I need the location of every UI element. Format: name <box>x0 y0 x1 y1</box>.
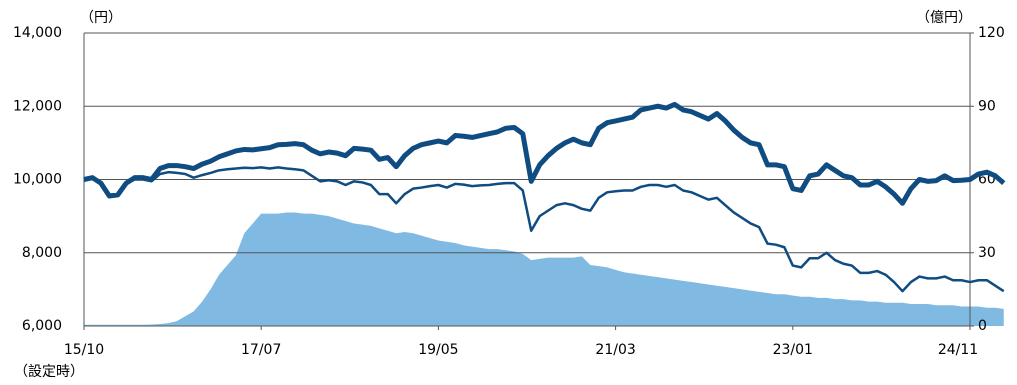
y2-tick-label: 30 <box>978 245 996 261</box>
y2-tick-label: 120 <box>978 25 1005 41</box>
area <box>84 212 1004 326</box>
y-tick-label: 14,000 <box>13 25 62 41</box>
y-tick-label: 10,000 <box>13 172 62 188</box>
x-tick-label: 19/05 <box>418 342 458 358</box>
line <box>83 101 1006 206</box>
y-unit-label: （円） <box>80 10 122 26</box>
y-tick-label: 12,000 <box>13 98 62 114</box>
x-note: （設定時） <box>14 364 84 380</box>
x-tick-label: 17/07 <box>241 342 281 358</box>
y2-unit-label: （億円） <box>916 10 972 26</box>
x-tick-label: 24/11 <box>938 342 978 358</box>
x-tick-label: 23/01 <box>773 342 813 358</box>
y-tick-label: 8,000 <box>22 245 62 261</box>
y2-tick-label: 0 <box>978 318 987 334</box>
line <box>83 166 1005 293</box>
y-tick-label: 6,000 <box>22 318 62 334</box>
y2-tick-label: 90 <box>978 98 996 114</box>
x-tick-label: 15/10 <box>64 342 104 358</box>
x-tick-label: 21/03 <box>595 342 635 358</box>
